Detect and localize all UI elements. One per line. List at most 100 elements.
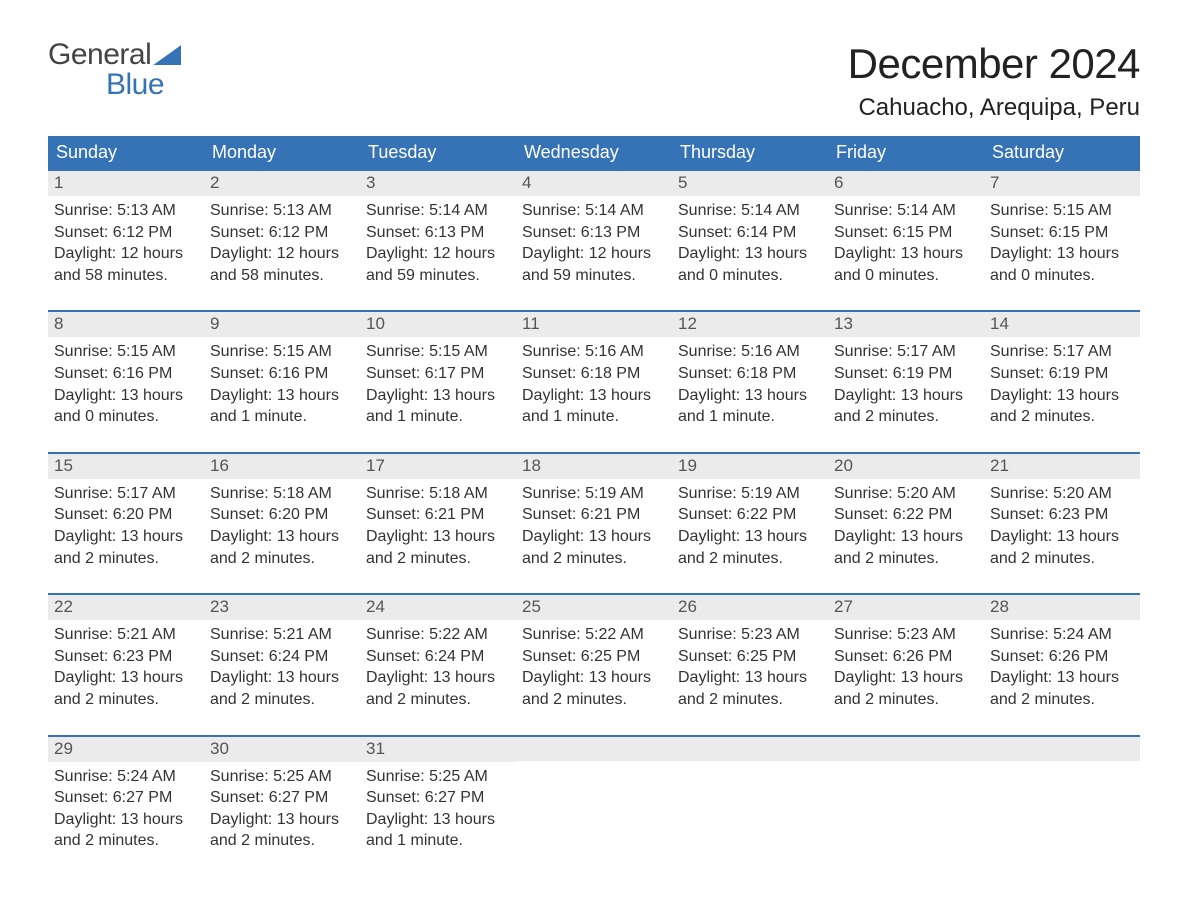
daylight-line: Daylight: 13 hours and 2 minutes. xyxy=(210,809,354,852)
day-cell: 14Sunrise: 5:17 AMSunset: 6:19 PMDayligh… xyxy=(984,312,1140,427)
daylight-label: Daylight: xyxy=(210,387,272,404)
daylight-label: Daylight: xyxy=(990,528,1052,545)
day-number: 5 xyxy=(672,171,828,196)
daylight-line: Daylight: 13 hours and 2 minutes. xyxy=(522,667,666,710)
sunrise-label: Sunrise: xyxy=(522,202,581,219)
daylight-line: Daylight: 13 hours and 1 minute. xyxy=(678,385,822,428)
sunrise-label: Sunrise: xyxy=(210,343,269,360)
day-number: 22 xyxy=(48,595,204,620)
daylight-label: Daylight: xyxy=(54,245,116,262)
sunrise-label: Sunrise: xyxy=(54,343,113,360)
sunrise-line: Sunrise: 5:15 AM xyxy=(54,341,198,363)
sunset-line: Sunset: 6:26 PM xyxy=(834,646,978,668)
sunrise-line: Sunrise: 5:22 AM xyxy=(522,624,666,646)
sunset-line: Sunset: 6:23 PM xyxy=(990,504,1134,526)
sunset-label: Sunset: xyxy=(834,365,888,382)
sunset-value: 6:23 PM xyxy=(1049,506,1109,523)
brand-top-text: General xyxy=(48,40,151,70)
day-number: 20 xyxy=(828,454,984,479)
day-cell: 30Sunrise: 5:25 AMSunset: 6:27 PMDayligh… xyxy=(204,737,360,852)
daylight-line: Daylight: 13 hours and 2 minutes. xyxy=(366,526,510,569)
sunrise-label: Sunrise: xyxy=(834,485,893,502)
sunrise-value: 5:25 AM xyxy=(273,768,332,785)
sunrise-value: 5:16 AM xyxy=(585,343,644,360)
sunset-line: Sunset: 6:15 PM xyxy=(834,222,978,244)
sunset-line: Sunset: 6:26 PM xyxy=(990,646,1134,668)
daylight-line: Daylight: 13 hours and 0 minutes. xyxy=(678,243,822,286)
daylight-line: Daylight: 13 hours and 2 minutes. xyxy=(210,526,354,569)
sunset-line: Sunset: 6:25 PM xyxy=(678,646,822,668)
sunset-value: 6:23 PM xyxy=(113,648,173,665)
brand-bottom-text: Blue xyxy=(106,70,164,100)
day-cell: 28Sunrise: 5:24 AMSunset: 6:26 PMDayligh… xyxy=(984,595,1140,710)
day-number: 29 xyxy=(48,737,204,762)
sunset-value: 6:15 PM xyxy=(1049,224,1109,241)
day-number: 27 xyxy=(828,595,984,620)
day-number: 17 xyxy=(360,454,516,479)
weekday-sunday: Sunday xyxy=(48,136,204,169)
sunset-line: Sunset: 6:12 PM xyxy=(210,222,354,244)
week-row: 1Sunrise: 5:13 AMSunset: 6:12 PMDaylight… xyxy=(48,169,1140,286)
sunset-line: Sunset: 6:21 PM xyxy=(366,504,510,526)
day-cell: 8Sunrise: 5:15 AMSunset: 6:16 PMDaylight… xyxy=(48,312,204,427)
sunset-value: 6:25 PM xyxy=(737,648,797,665)
sunset-label: Sunset: xyxy=(54,365,108,382)
sunrise-label: Sunrise: xyxy=(210,626,269,643)
sunrise-value: 5:13 AM xyxy=(273,202,332,219)
daylight-label: Daylight: xyxy=(834,245,896,262)
sunrise-label: Sunrise: xyxy=(678,343,737,360)
daylight-label: Daylight: xyxy=(678,669,740,686)
day-number: 28 xyxy=(984,595,1140,620)
sunset-line: Sunset: 6:25 PM xyxy=(522,646,666,668)
daylight-label: Daylight: xyxy=(522,528,584,545)
sunrise-line: Sunrise: 5:18 AM xyxy=(366,483,510,505)
sunset-label: Sunset: xyxy=(210,648,264,665)
day-body: Sunrise: 5:14 AMSunset: 6:14 PMDaylight:… xyxy=(672,196,828,286)
sunset-label: Sunset: xyxy=(522,224,576,241)
sunset-line: Sunset: 6:20 PM xyxy=(210,504,354,526)
sunrise-line: Sunrise: 5:13 AM xyxy=(210,200,354,222)
day-cell xyxy=(984,737,1140,852)
daylight-line: Daylight: 13 hours and 1 minute. xyxy=(366,809,510,852)
daylight-label: Daylight: xyxy=(366,811,428,828)
brand-top-row: General xyxy=(48,40,181,70)
sunset-label: Sunset: xyxy=(210,224,264,241)
daylight-line: Daylight: 13 hours and 2 minutes. xyxy=(834,385,978,428)
day-cell: 20Sunrise: 5:20 AMSunset: 6:22 PMDayligh… xyxy=(828,454,984,569)
sunset-value: 6:21 PM xyxy=(425,506,485,523)
day-body: Sunrise: 5:14 AMSunset: 6:13 PMDaylight:… xyxy=(516,196,672,286)
day-cell: 7Sunrise: 5:15 AMSunset: 6:15 PMDaylight… xyxy=(984,171,1140,286)
sunset-label: Sunset: xyxy=(210,789,264,806)
daylight-label: Daylight: xyxy=(522,669,584,686)
daylight-label: Daylight: xyxy=(678,387,740,404)
sunrise-label: Sunrise: xyxy=(54,202,113,219)
sunrise-label: Sunrise: xyxy=(990,485,1049,502)
daylight-label: Daylight: xyxy=(210,811,272,828)
sunset-value: 6:14 PM xyxy=(737,224,797,241)
page-title: December 2024 xyxy=(848,40,1140,88)
daylight-label: Daylight: xyxy=(54,811,116,828)
daylight-line: Daylight: 13 hours and 2 minutes. xyxy=(990,385,1134,428)
sunrise-label: Sunrise: xyxy=(54,485,113,502)
sunset-line: Sunset: 6:16 PM xyxy=(210,363,354,385)
sunrise-line: Sunrise: 5:23 AM xyxy=(834,624,978,646)
sunset-label: Sunset: xyxy=(366,789,420,806)
day-number: 15 xyxy=(48,454,204,479)
header-row: General Blue December 2024 Cahuacho, Are… xyxy=(48,40,1140,122)
day-body: Sunrise: 5:25 AMSunset: 6:27 PMDaylight:… xyxy=(204,762,360,852)
daylight-line: Daylight: 13 hours and 1 minute. xyxy=(210,385,354,428)
sunrise-value: 5:22 AM xyxy=(429,626,488,643)
day-body: Sunrise: 5:14 AMSunset: 6:13 PMDaylight:… xyxy=(360,196,516,286)
sunset-value: 6:24 PM xyxy=(269,648,329,665)
sunrise-line: Sunrise: 5:17 AM xyxy=(990,341,1134,363)
sunrise-value: 5:20 AM xyxy=(897,485,956,502)
sunrise-label: Sunrise: xyxy=(678,485,737,502)
sunset-line: Sunset: 6:14 PM xyxy=(678,222,822,244)
sunset-label: Sunset: xyxy=(990,365,1044,382)
sunrise-label: Sunrise: xyxy=(54,768,113,785)
day-body: Sunrise: 5:23 AMSunset: 6:25 PMDaylight:… xyxy=(672,620,828,710)
sunrise-value: 5:14 AM xyxy=(897,202,956,219)
sunrise-line: Sunrise: 5:20 AM xyxy=(834,483,978,505)
day-body: Sunrise: 5:20 AMSunset: 6:23 PMDaylight:… xyxy=(984,479,1140,569)
sunrise-line: Sunrise: 5:17 AM xyxy=(834,341,978,363)
